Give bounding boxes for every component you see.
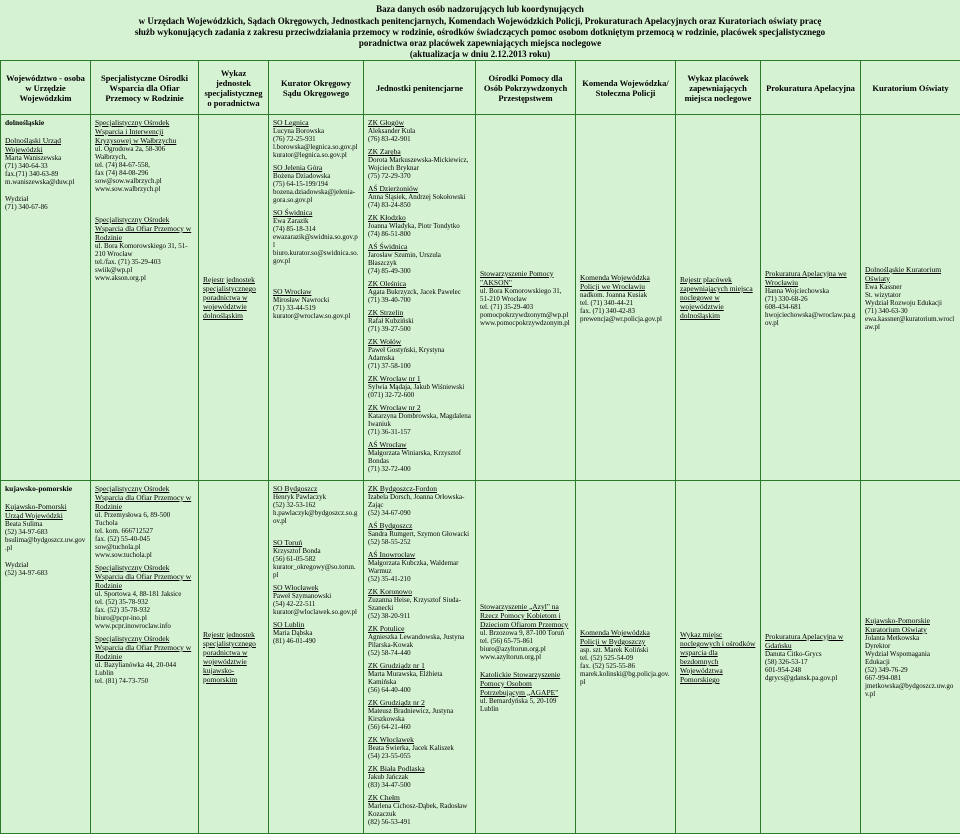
col-kurator: Kurator Okręgowy Sądu Okręgowego <box>269 61 364 115</box>
r2-pomoc-link[interactable]: Stowarzyszenie „Azyl" na Rzecz Pomocy Ko… <box>480 602 568 629</box>
r1-placowki: Rejestr placówek zapewniających miejsca … <box>676 115 761 481</box>
r1-prok-link[interactable]: Prokuratura Apelacyjna we Wrocławiu <box>765 269 847 287</box>
r1-sow1-link[interactable]: Specjalistyczny Ośrodek Wsparcia i Inter… <box>95 118 176 145</box>
r2-placowki: Wykaz miejsc noclegowych i ośrodków wspa… <box>676 481 761 834</box>
r1-kuratorium: Dolnośląskie Kuratorium Oświaty Ewa Kass… <box>861 115 960 481</box>
r2-sow: Specjalistyczny Ośrodek Wsparcia dla Ofi… <box>91 481 199 834</box>
r1-sow: Specjalistyczny Ośrodek Wsparcia i Inter… <box>91 115 199 481</box>
r1-prokuratura: Prokuratura Apelacyjna we Wrocławiu Hann… <box>761 115 861 481</box>
r2-sow3-link[interactable]: Specjalistyczny Ośrodek Wsparcia dla Ofi… <box>95 634 191 661</box>
r1-sow2-link[interactable]: Specjalistyczny Ośrodek Wsparcia dla Ofi… <box>95 215 191 242</box>
r1-pomoc-link[interactable]: Stowarzyszenie Pomocy "AKSON" <box>480 269 554 287</box>
col-prokuratura: Prokuratura Apelacyjna <box>761 61 861 115</box>
r2-prok-link[interactable]: Prokuratura Apelacyjna w Gdańsku <box>765 632 843 650</box>
r2-pomoc2-link[interactable]: Katolickie Stowarzyszenie Pomocy Osobom … <box>480 670 560 697</box>
col-placowki: Wykaz placówek zapewniających miejsca no… <box>676 61 761 115</box>
r1-jednostki-link[interactable]: Rejestr jednostek specjalistycznego pora… <box>203 275 256 320</box>
page-subtitle-4: (aktualizacja w dniu 2.12.2013 roku) <box>0 49 960 60</box>
r2-sow2-link[interactable]: Specjalistyczny Ośrodek Wsparcia dla Ofi… <box>95 563 191 590</box>
col-penitencjarne: Jednostki penitencjarne <box>364 61 476 115</box>
col-sow: Specjalistyczne Ośrodki Wsparcia dla Ofi… <box>91 61 199 115</box>
col-pomoc: Ośrodki Pomocy dla Osób Pokrzywdzonych P… <box>476 61 576 115</box>
r2-jednostki: Rejestr jednostek specjalistycznego pora… <box>199 481 269 834</box>
r2-kurat-link[interactable]: Kujawsko-Pomorskie Kuratorium Oświaty <box>865 616 930 634</box>
col-komenda: Komenda Wojewódzka/ Stołeczna Policji <box>576 61 676 115</box>
page-subtitle-1: w Urzędach Wojewódzkich, Sądach Okręgowy… <box>0 16 960 27</box>
page-subtitle-2: służb wykonujących zadania z zakresu prz… <box>0 27 960 38</box>
main-table: Województwo - osoba w Urzędzie Wojewódzk… <box>0 60 960 834</box>
r2-wojewodztwo: kujawsko-pomorskie Kujawsko-Pomorski Urz… <box>1 481 91 834</box>
r2-kuratorium: Kujawsko-Pomorskie Kuratorium Oświaty Jo… <box>861 481 960 834</box>
page-title: Baza danych osób nadzorujących lub koord… <box>0 0 960 16</box>
r2-kurator: SO Bydgoszcz Henryk Pawlaczyk (52) 32-53… <box>269 481 364 834</box>
r2-sow1-link[interactable]: Specjalistyczny Ośrodek Wsparcia dla Ofi… <box>95 484 191 511</box>
r1-urzad-link[interactable]: Dolnośląski Urząd Wojewódzki <box>5 136 61 154</box>
col-kuratorium: Kuratorium Oświaty <box>861 61 960 115</box>
col-wojewodztwo: Województwo - osoba w Urzędzie Wojewódzk… <box>1 61 91 115</box>
col-jednostki: Wykaz jednostek specjalistycznego poradn… <box>199 61 269 115</box>
r2-jednostki-link[interactable]: Rejestr jednostek specjalistycznego pora… <box>203 630 256 684</box>
r2-plac-link[interactable]: Wykaz miejsc noclegowych i ośrodków wspa… <box>680 630 755 684</box>
page-subtitle-3: poradnictwa oraz placówek zapewniających… <box>0 38 960 49</box>
r2-penitencjarne: ZK Bydgoszcz-FordonIzabela Dorsch, Joann… <box>364 481 476 834</box>
r1-plac-link[interactable]: Rejestr placówek zapewniających miejsca … <box>680 275 753 320</box>
r1-penitencjarne: ZK GłogówAleksander Kula(76) 83-42-901 Z… <box>364 115 476 481</box>
r2-prokuratura: Prokuratura Apelacyjna w Gdańsku Danuta … <box>761 481 861 834</box>
r1-jednostki: Rejestr jednostek specjalistycznego pora… <box>199 115 269 481</box>
r1-wojewodztwo: dolnośląskie Dolnośląski Urząd Wojewódzk… <box>1 115 91 481</box>
r2-komenda: Komenda Wojewódzka Policji w Bydgoszczy … <box>576 481 676 834</box>
r1-kurator: SO Legnica Lucyna Borowska (76) 72-25-93… <box>269 115 364 481</box>
r2-pomoc: Stowarzyszenie „Azyl" na Rzecz Pomocy Ko… <box>476 481 576 834</box>
r1-komenda: Komenda Wojewódzka Policji we Wrocławiu … <box>576 115 676 481</box>
r1-kw-link[interactable]: Komenda Wojewódzka Policji we Wrocławiu <box>580 273 650 291</box>
r2-kw-link[interactable]: Komenda Wojewódzka Policji w Bydgoszczy <box>580 628 650 646</box>
r1-kurat-link[interactable]: Dolnośląskie Kuratorium Oświaty <box>865 265 941 283</box>
r1-pomoc: Stowarzyszenie Pomocy "AKSON" ul. Bora K… <box>476 115 576 481</box>
r2-urzad-link[interactable]: Kujawsko-Pomorski Urząd Wojewódzki <box>5 502 67 520</box>
